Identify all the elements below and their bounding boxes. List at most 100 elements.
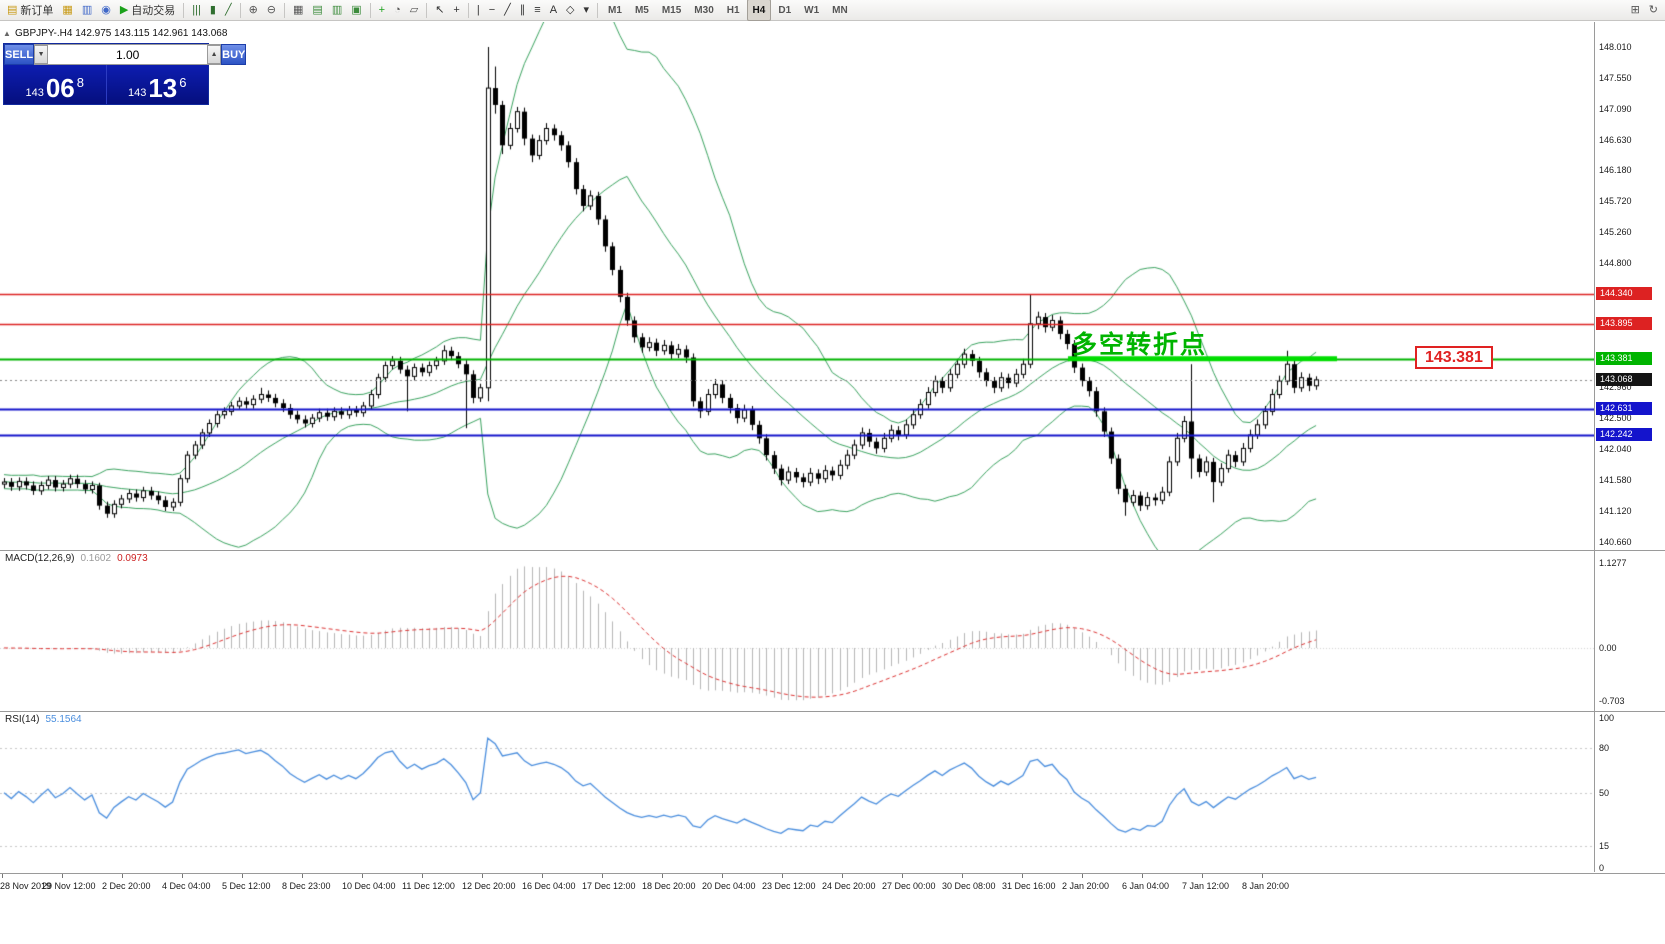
one-click-trading-panel: SELL ▼ ▲ BUY 143 06 8 143 13 6 [3, 43, 247, 105]
level-callout-box[interactable]: 143.381 [1415, 346, 1493, 369]
panel-divider[interactable] [0, 550, 1665, 551]
vertical-line-icon: | [476, 4, 480, 16]
zoom-in-button[interactable]: ⊕ [245, 1, 262, 19]
time-axis-label: 24 Dec 20:00 [822, 881, 876, 891]
shapes-button[interactable]: ▾ [580, 1, 594, 19]
horizontal-line-icon: − [488, 4, 496, 16]
time-axis-label: 8 Dec 23:00 [282, 881, 331, 891]
tf-w1[interactable]: W1 [798, 0, 825, 21]
navigator-button[interactable]: ◉ [97, 1, 115, 19]
fibonacci-button[interactable]: ≡ [530, 1, 544, 19]
tile-windows-button[interactable]: ▦ [289, 1, 307, 19]
macd-chart[interactable] [0, 551, 1594, 711]
plus-icon: + [378, 4, 386, 16]
label-icon: ◇ [566, 4, 575, 16]
line-chart-icon: ╱ [224, 4, 232, 16]
text-button[interactable]: A [546, 1, 561, 19]
zoom-out-button[interactable]: ⊖ [263, 1, 280, 19]
cascade-windows-icon: ▤ [312, 4, 323, 16]
refresh-button[interactable]: ↻ [1645, 1, 1662, 19]
sell-price[interactable]: 143 06 8 [4, 65, 106, 104]
new-order-button[interactable]: ▤ 新订单 [3, 1, 57, 19]
chart-profiles-button[interactable]: ▦ [58, 1, 76, 19]
price-axis-label: 141.120 [1599, 506, 1632, 517]
one-click-toggle[interactable]: ▲ [3, 29, 11, 38]
buy-price[interactable]: 143 13 6 [105, 65, 209, 104]
autotrading-button[interactable]: ▶ 自动交易 [116, 1, 179, 19]
panel-divider[interactable] [0, 711, 1665, 712]
autotrading-button-label: 自动交易 [131, 5, 176, 17]
add-indicator-button[interactable]: + [375, 1, 389, 19]
chart-candles-button[interactable]: ▮ [206, 1, 220, 19]
time-axis-label: 31 Dec 16:00 [1002, 881, 1056, 891]
macd-axis-label: 0.00 [1599, 643, 1617, 653]
rsi-axis-label: 15 [1599, 840, 1610, 851]
tf-m15[interactable]: M15 [656, 0, 687, 21]
time-axis-label: 18 Dec 20:00 [642, 881, 696, 891]
price-axis-label: 145.260 [1599, 227, 1632, 238]
time-tick [2, 874, 3, 878]
tf-h4[interactable]: H4 [746, 0, 772, 21]
macd-axis-label: 1.1277 [1599, 558, 1627, 568]
price-axis[interactable]: 148.010 147.550 147.090 146.630 146.180 145.7… [1594, 22, 1665, 550]
crosshair-button[interactable]: + [449, 1, 463, 19]
tf-m1[interactable]: M1 [602, 0, 628, 21]
arrow-label-button[interactable]: ◇ [562, 1, 578, 19]
volume-increase-button[interactable]: ▲ [207, 45, 222, 64]
tf-d1[interactable]: D1 [772, 0, 797, 21]
time-axis-label: 30 Dec 08:00 [942, 881, 996, 891]
period-button[interactable]: ◔ [390, 1, 405, 19]
turning-point-annotation[interactable]: 多空转折点 [1072, 331, 1208, 359]
tf-h1[interactable]: H1 [721, 0, 746, 21]
sell-price-prefix: 143 [25, 87, 44, 99]
price-chart[interactable] [0, 22, 1594, 550]
time-axis-label: 4 Dec 04:00 [162, 881, 211, 891]
clock-icon: ◔ [394, 4, 401, 16]
time-axis[interactable]: 28 Nov 2019 29 Nov 12:00 2 Dec 20:00 4 Dec … [0, 873, 1665, 944]
chart-line-button[interactable]: ╱ [221, 1, 236, 19]
volume-decrease-button[interactable]: ▼ [34, 45, 49, 64]
toolbar-separator [239, 2, 241, 18]
cascade-windows-button[interactable]: ▤ [308, 1, 326, 19]
time-tick [782, 874, 783, 878]
trendline-icon: ╱ [504, 4, 511, 16]
horizontal-line-button[interactable]: − [485, 1, 499, 19]
time-axis-label: 11 Dec 12:00 [402, 881, 455, 891]
macd-axis[interactable]: 1.1277 0.00 -0.703 [1594, 551, 1665, 711]
tf-m1-label: M1 [608, 4, 622, 16]
macd-axis-label: -0.703 [1599, 695, 1625, 706]
tf-m30[interactable]: M30 [688, 0, 719, 21]
chevron-down-icon: ▾ [583, 4, 590, 16]
tile-vertical-button[interactable]: ▣ [347, 1, 365, 19]
rsi-axis-label: 0 [1599, 863, 1605, 873]
tile-horizontal-button[interactable]: ▥ [328, 1, 346, 19]
time-tick [1142, 874, 1143, 878]
time-tick [482, 874, 483, 878]
sell-price-big: 06 [45, 73, 75, 103]
volume-input[interactable] [48, 45, 208, 64]
refresh-icon: ↻ [1648, 4, 1658, 16]
buy-price-big: 13 [148, 73, 178, 103]
rsi-axis[interactable]: 100 80 50 15 0 [1594, 712, 1665, 873]
rsi-chart[interactable] [0, 712, 1594, 872]
sell-button[interactable]: SELL [4, 44, 35, 65]
tf-mn[interactable]: MN [826, 0, 854, 21]
buy-button[interactable]: BUY [221, 44, 247, 65]
time-axis-label: 7 Jan 12:00 [1182, 881, 1230, 891]
time-axis-label: 28 Nov 2019 [0, 881, 52, 891]
price-level-badge: 142.242 [1596, 428, 1652, 442]
macd-value-main: 0.1602 [80, 553, 112, 564]
cursor-button[interactable]: ↖ [431, 1, 448, 19]
vertical-line-button[interactable]: | [473, 1, 484, 19]
channel-button[interactable]: ∥ [516, 1, 530, 19]
market-watch-button[interactable]: ▥ [78, 1, 96, 19]
template-button[interactable]: ▱ [406, 1, 422, 19]
trendline-button[interactable]: ╱ [500, 1, 515, 19]
new-chart-button[interactable]: ⊞ [1627, 1, 1644, 19]
tf-m5[interactable]: M5 [629, 0, 655, 21]
chart-bars-button[interactable]: ||| [188, 1, 205, 19]
time-tick [602, 874, 603, 878]
price-axis-label: 146.630 [1599, 134, 1632, 145]
price-axis-label: 140.660 [1599, 537, 1632, 548]
time-tick [722, 874, 723, 878]
